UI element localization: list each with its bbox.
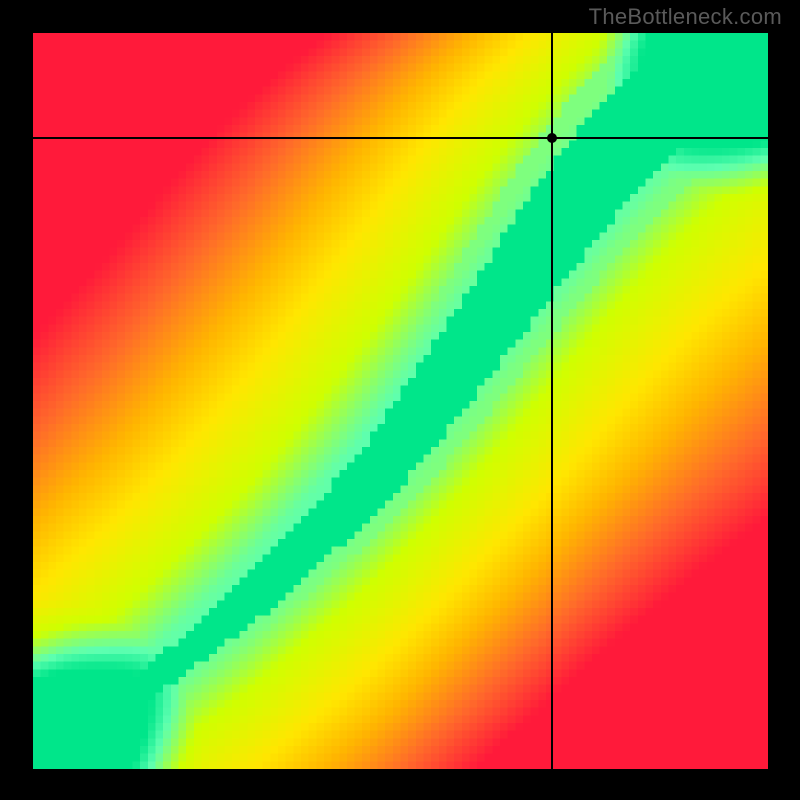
crosshair-horizontal: [33, 137, 768, 139]
watermark-text: TheBottleneck.com: [589, 4, 782, 30]
chart-plot-area: [33, 33, 768, 769]
crosshair-point: [547, 133, 557, 143]
heatmap-canvas: [33, 33, 768, 769]
crosshair-vertical: [551, 33, 553, 769]
